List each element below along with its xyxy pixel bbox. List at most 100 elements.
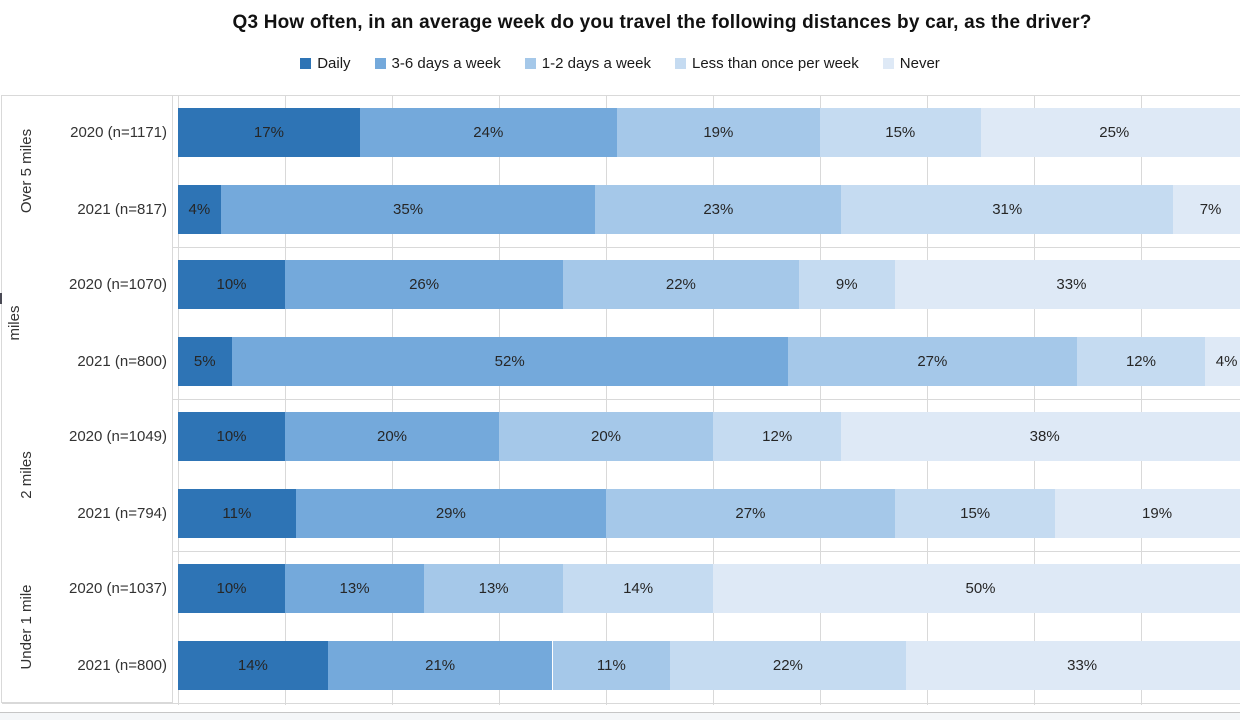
bar-segment: 29% [295, 489, 606, 538]
group-divider [2, 551, 1240, 552]
bar-segment-label: 11% [596, 657, 626, 674]
bar-segment: 27% [787, 337, 1077, 386]
bar-segment-label: 4% [188, 201, 211, 218]
row-label: 2020 (n=1049) [69, 428, 167, 445]
clipped-label-fragment [0, 293, 2, 304]
bar-segment: 14% [563, 564, 713, 613]
bar-segment: 50% [713, 564, 1240, 613]
bar-segment-label: 29% [435, 505, 466, 522]
bar-segment: 11% [552, 641, 671, 690]
legend-label: 1-2 days a week [541, 55, 651, 72]
category-label-box [1, 95, 173, 703]
chart-title: Q3 How often, in an average week do you … [232, 12, 1092, 33]
bar-segment-label: 19% [703, 124, 734, 141]
legend-swatch-icon [675, 58, 686, 69]
bar-segment-label: 38% [1029, 428, 1060, 445]
legend-label: 3-6 days a week [391, 55, 501, 72]
bar-segment: 10% [178, 564, 285, 613]
bar-segment: 11% [178, 489, 296, 538]
bar-segment: 13% [424, 564, 564, 613]
bar-segment-label: 10% [216, 276, 247, 293]
bar-segment: 38% [841, 412, 1240, 461]
group-divider [2, 399, 1240, 400]
legend-swatch-icon [374, 58, 386, 69]
bar-segment-label: 21% [425, 657, 456, 674]
bar-segment-label: 15% [960, 505, 991, 522]
gridline [392, 95, 393, 705]
legend-item: 3-6 days a week [374, 55, 501, 72]
chart-legend: Daily 3-6 days a week 1-2 days a week Less … [0, 55, 1240, 72]
bar-segment: 5% [178, 337, 232, 386]
bar-segment-label: 25% [1099, 124, 1130, 141]
bar-segment-label: 52% [494, 353, 525, 370]
bar-segment: 25% [980, 108, 1240, 157]
bottom-margin-strip [0, 713, 1240, 720]
bar-segment: 4% [1205, 337, 1240, 386]
bar-segment-label: 5% [193, 353, 216, 370]
bar-segment: 35% [220, 185, 596, 234]
bar-segment: 19% [1055, 489, 1240, 538]
bar-segment-label: 4% [1215, 353, 1238, 370]
bar-segment: 22% [670, 641, 906, 690]
legend-label: Never [899, 55, 940, 72]
bar-segment: 21% [327, 641, 553, 690]
bar-segment-label: 33% [1067, 657, 1098, 674]
gridline [285, 95, 286, 705]
legend-label: Daily [317, 55, 351, 72]
bar-segment: 17% [178, 108, 360, 157]
group-label: Over 5 miles [18, 128, 35, 214]
bar-segment-label: 7% [1199, 201, 1222, 218]
legend-item: 1-2 days a week [524, 55, 651, 72]
bar-segment-label: 12% [1125, 353, 1156, 370]
bar-segment-label: 19% [1142, 505, 1173, 522]
bar-segment-label: 20% [376, 428, 408, 445]
row-label: 2021 (n=817) [77, 201, 167, 218]
bar-segment-label: 10% [216, 580, 247, 597]
bar-segment: 23% [595, 185, 842, 234]
gridline [499, 95, 500, 705]
bar-segment-label: 23% [703, 201, 734, 218]
gridline [1141, 95, 1142, 705]
bar-segment: 7% [1173, 185, 1240, 234]
bar-segment: 19% [616, 108, 820, 157]
bar-segment: 4% [178, 185, 221, 234]
gridline [1034, 95, 1035, 705]
bar-segment-label: 20% [590, 428, 622, 445]
legend-item: Never [882, 55, 940, 72]
bar-segment: 33% [905, 641, 1240, 690]
gridline [927, 95, 928, 705]
bar-segment-label: 22% [665, 276, 696, 293]
bar-segment: 12% [1076, 337, 1206, 386]
legend-item: Daily [300, 55, 351, 72]
bar-segment-label: 12% [762, 428, 793, 445]
bar-segment-label: 14% [237, 657, 268, 674]
bar-segment: 26% [285, 260, 564, 309]
bar-segment-label: 27% [917, 353, 948, 370]
bar-segment-label: 15% [885, 124, 916, 141]
bar-segment: 24% [359, 108, 617, 157]
bar-segment-label: 24% [473, 124, 504, 141]
group-divider [2, 95, 1240, 96]
bar-segment: 22% [563, 260, 799, 309]
row-label: 2021 (n=800) [77, 657, 167, 674]
bar-segment-label: 27% [735, 505, 766, 522]
bar-segment: 33% [894, 260, 1240, 309]
legend-swatch-icon [524, 58, 536, 69]
gridline [713, 95, 714, 705]
group-label: 2 miles [18, 451, 35, 499]
gridline [178, 95, 179, 705]
group-divider [2, 703, 1240, 704]
row-label: 2021 (n=794) [77, 505, 167, 522]
bar-segment: 20% [285, 412, 499, 461]
bar-segment-label: 22% [772, 657, 803, 674]
row-label: 2020 (n=1037) [69, 580, 167, 597]
bar-segment: 10% [178, 412, 285, 461]
group-divider [2, 247, 1240, 248]
chart-bottom-border [0, 712, 1240, 713]
group-label: Under 1 mile [18, 584, 35, 670]
bar-segment-label: 13% [339, 580, 370, 597]
gridline [820, 95, 821, 705]
bar-segment-label: 50% [965, 580, 996, 597]
bar-segment-label: 14% [623, 580, 654, 597]
